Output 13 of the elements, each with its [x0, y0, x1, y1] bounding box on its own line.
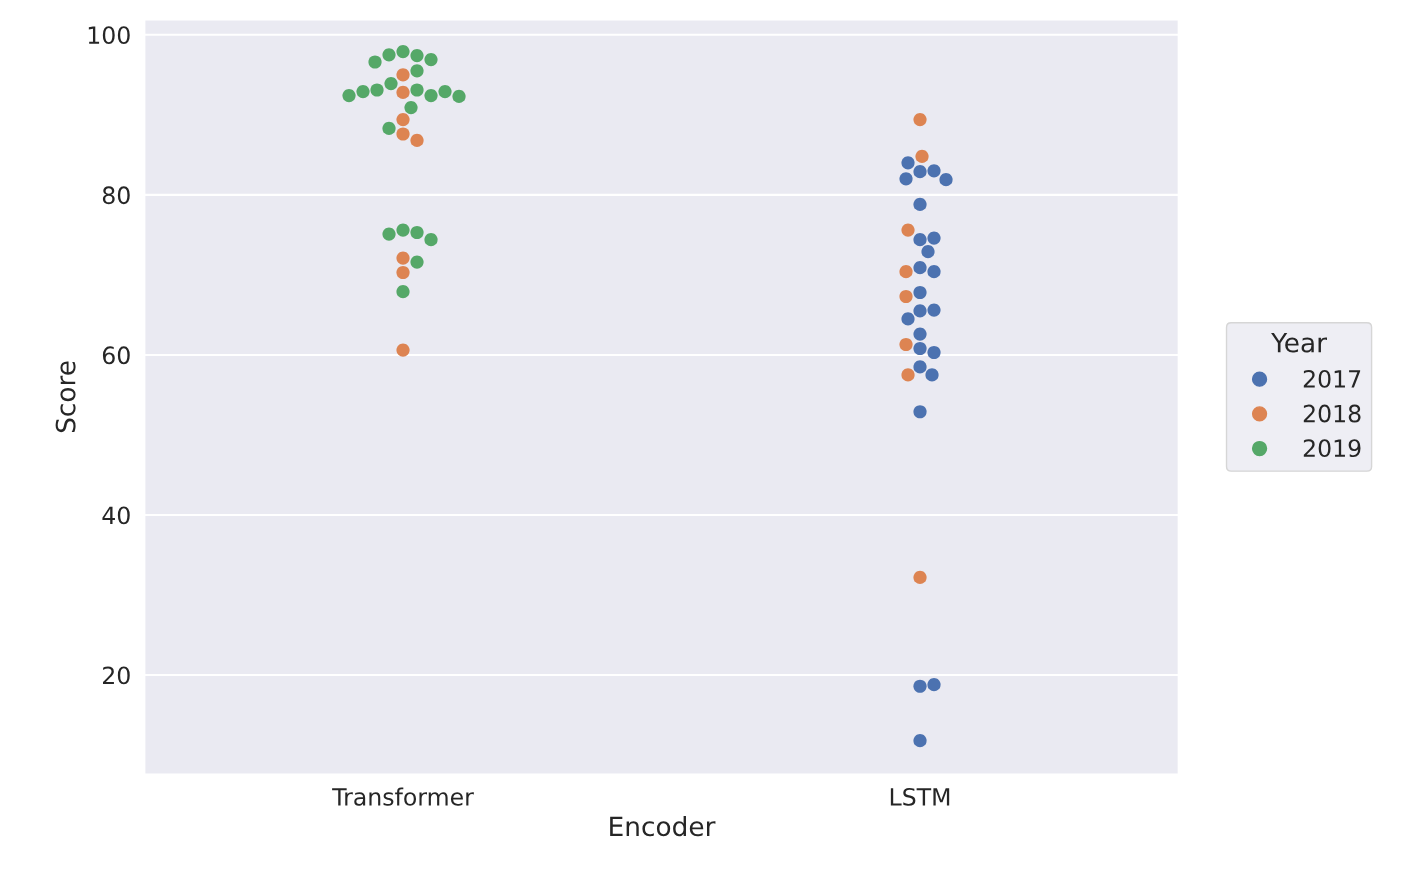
y-axis-title: Score	[55, 361, 76, 433]
legend-label: 2018	[1303, 404, 1361, 423]
y-tick-label: 80	[102, 186, 130, 205]
legend-label: 2019	[1303, 439, 1361, 458]
y-tick-label: 20	[103, 666, 130, 685]
y-tick-label: 40	[102, 506, 130, 525]
y-tick-label: 60	[102, 346, 130, 365]
x-tick-label: Transformer	[332, 787, 474, 806]
legend-title: Year	[1271, 333, 1327, 353]
x-axis-title: Encoder	[610, 815, 716, 837]
x-tick-label: LSTM	[890, 787, 950, 806]
y-tick-label: 100	[88, 26, 130, 45]
legend-label: 2017	[1303, 369, 1361, 388]
